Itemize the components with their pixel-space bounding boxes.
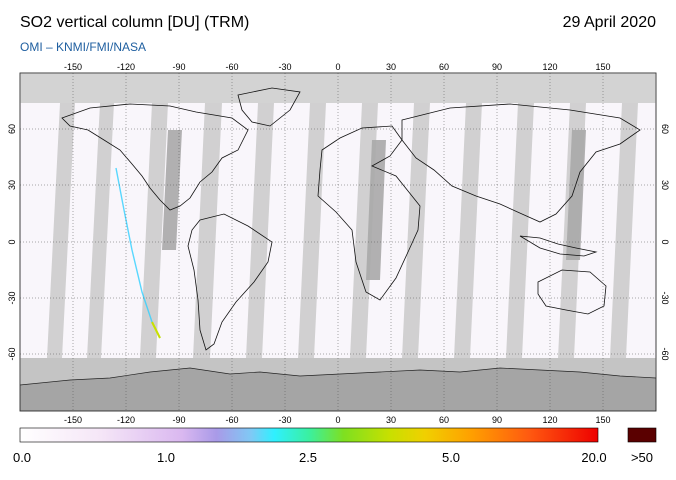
lon-tick-top: 120: [542, 62, 557, 72]
lon-tick-bottom: -30: [278, 415, 291, 425]
europe-africa-outline: [317, 125, 421, 301]
lat-tick-right: -30: [660, 291, 670, 304]
lat-tick-right: 60: [660, 124, 670, 134]
greenland-outline: [237, 87, 301, 127]
lon-tick-bottom: -90: [172, 415, 185, 425]
map-frame: [19, 72, 657, 412]
lon-tick-bottom: 60: [439, 415, 449, 425]
colorbar-label: 2.5: [298, 450, 318, 465]
colorbar: [19, 427, 599, 443]
colorbar-label: 0.0: [12, 450, 32, 465]
lat-ticks-right: 60 30 0 -30 -60: [660, 124, 670, 361]
data-credit: OMI – KNMI/FMI/NASA: [20, 40, 147, 54]
orbit-gap-stripes-dark: [162, 130, 586, 280]
lon-tick-bottom: 120: [542, 415, 557, 425]
lat-tick-left: 0: [7, 239, 17, 244]
graticule: [20, 73, 656, 411]
lon-tick-bottom: -60: [225, 415, 238, 425]
map-title: SO2 vertical column [DU] (TRM): [20, 14, 250, 31]
lon-tick-bottom: -150: [64, 415, 82, 425]
lon-tick-top: -120: [117, 62, 135, 72]
indonesia-outline: [519, 235, 598, 257]
colorbar-label: 1.0: [156, 450, 176, 465]
colorbar-overflow-swatch: [627, 427, 657, 443]
lon-tick-bottom: -120: [117, 415, 135, 425]
continent-outlines: [61, 87, 641, 351]
lat-tick-right: -60: [660, 347, 670, 360]
lon-ticks-bottom: -150 -120 -90 -60 -30 0 30 60 90 120 150: [64, 415, 611, 425]
lon-tick-top: 150: [595, 62, 610, 72]
lon-tick-top: 60: [439, 62, 449, 72]
lon-tick-top: 0: [335, 62, 340, 72]
so2-plume-streak-tip: [151, 321, 161, 339]
lon-tick-top: -30: [278, 62, 291, 72]
south-america-outline: [187, 213, 273, 351]
lon-ticks-top: -150 -120 -90 -60 -30 0 30 60 90 120 150: [64, 62, 611, 72]
lon-tick-bottom: 90: [492, 415, 502, 425]
lon-tick-top: 30: [386, 62, 396, 72]
north-america-outline: [61, 103, 249, 211]
lat-tick-right: 30: [660, 180, 670, 190]
asia-outline: [401, 103, 641, 223]
lat-tick-right: 0: [660, 239, 670, 244]
map-date: 29 April 2020: [562, 14, 656, 31]
lat-tick-left: 60: [7, 124, 17, 134]
lon-tick-bottom: 0: [335, 415, 340, 425]
lon-tick-top: 90: [492, 62, 502, 72]
lat-tick-left: 30: [7, 180, 17, 190]
lon-tick-top: -90: [172, 62, 185, 72]
lon-tick-bottom: 150: [595, 415, 610, 425]
lon-tick-top: -60: [225, 62, 238, 72]
australia-outline: [537, 269, 607, 315]
lat-tick-left: -60: [7, 347, 17, 360]
colorbar-overflow-label: >50: [630, 450, 654, 465]
lat-ticks-left: 60 30 0 -30 -60: [7, 124, 17, 361]
colorbar-label: 5.0: [441, 450, 461, 465]
colorbar-label: 20.0: [581, 450, 607, 465]
lat-tick-left: -30: [7, 291, 17, 304]
lon-tick-top: -150: [64, 62, 82, 72]
lon-tick-bottom: 30: [386, 415, 396, 425]
